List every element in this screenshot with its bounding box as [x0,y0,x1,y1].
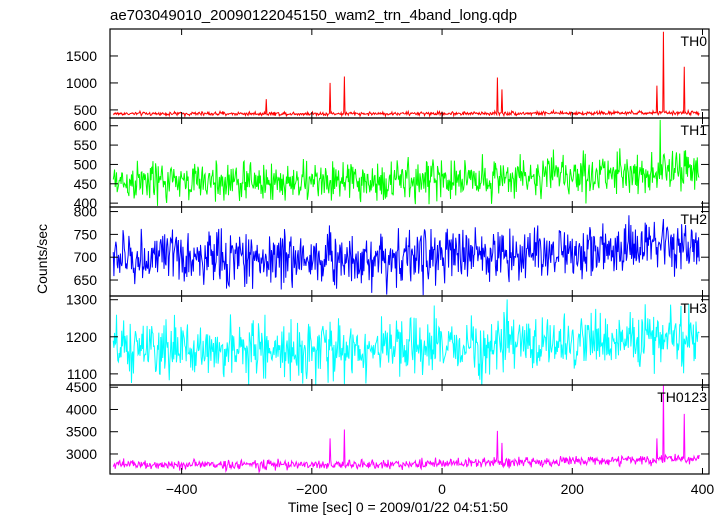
panel-label: TH0 [681,33,708,49]
panel-th0123: 3000 3500 4000 4500 TH0123 [66,379,710,475]
panel-label: TH0123 [657,389,707,405]
y-tick-label: 4000 [66,401,97,417]
y-tick-label: 700 [74,249,98,265]
y-tick-label: 1200 [66,329,97,345]
panel-th3: 1100 1200 1300 TH3 [66,292,710,386]
x-tick-label: 0 [438,481,446,497]
x-tick-label: 400 [691,481,715,497]
panels-layer: 500 1000 1500 TH0 400 450 500 550 600 TH1 650 700 75… [66,28,715,497]
panel-label: TH2 [681,211,708,227]
y-tick-label: 1300 [66,292,97,308]
series-line-th3 [112,299,700,385]
y-tick-label: 800 [74,204,98,220]
x-tick-label: −400 [166,481,198,497]
panel-th2: 650 700 750 800 TH2 [74,204,710,297]
y-tick-label: 600 [74,118,98,134]
y-tick-label: 1100 [67,366,97,382]
y-axis-label: Counts/sec [34,224,50,294]
y-tick-label: 400 [74,195,98,211]
y-tick-label: 650 [74,272,98,288]
y-tick-label: 3500 [66,424,97,440]
x-tick-label: 200 [561,481,585,497]
panel-label: TH1 [681,122,708,138]
y-tick-label: 750 [74,226,98,242]
series-line-th2 [112,215,700,296]
chart-title: ae703049010_20090122045150_wam2_trn_4ban… [110,7,517,24]
y-tick-label: 550 [74,137,98,153]
series-line-th0123 [112,385,700,474]
panel-frame [109,28,710,119]
panel-frame [109,384,710,475]
series-line-th1 [112,119,700,206]
panel-label: TH3 [681,300,708,316]
y-tick-label: 1500 [66,48,97,64]
series-line-th0 [112,31,700,118]
y-tick-label: 500 [74,156,98,172]
panel-th1: 400 450 500 550 600 TH1 [74,117,710,211]
y-tick-label: 1000 [66,75,97,91]
y-tick-label: 4500 [66,379,97,395]
x-tick-label: −200 [296,481,328,497]
x-axis-label: Time [sec] 0 = 2009/01/22 04:51:50 [288,499,508,515]
panel-th0: 500 1000 1500 TH0 [66,28,710,119]
y-tick-label: 500 [74,102,98,118]
y-tick-label: 3000 [66,446,97,462]
y-tick-label: 450 [74,176,98,192]
